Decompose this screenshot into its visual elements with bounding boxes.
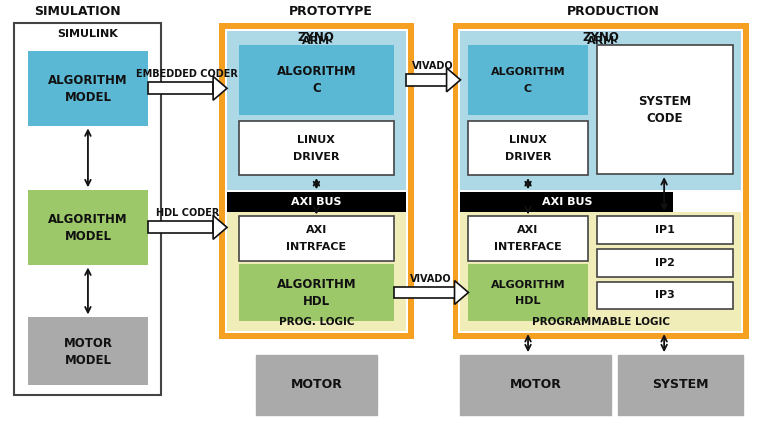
Text: ZYNQ: ZYNQ	[298, 31, 335, 44]
Text: INTERFACE: INTERFACE	[494, 242, 562, 252]
Bar	[225, 29, 408, 333]
Bar	[468, 120, 588, 175]
Text: DRIVER: DRIVER	[293, 152, 340, 162]
Bar	[468, 216, 588, 261]
Text: MOTOR: MOTOR	[63, 337, 112, 350]
Bar	[597, 249, 732, 276]
Bar	[227, 31, 406, 190]
Bar	[461, 355, 611, 415]
Bar	[461, 31, 741, 190]
Bar	[28, 51, 147, 126]
Bar	[28, 190, 147, 265]
Bar	[619, 355, 742, 415]
Text: AXI BUS: AXI BUS	[542, 197, 592, 207]
Text: LINUX: LINUX	[298, 135, 336, 145]
Text: ALGORITHM: ALGORITHM	[491, 279, 565, 290]
Bar	[239, 120, 394, 175]
Polygon shape	[213, 215, 227, 239]
Text: PROGRAMMABLE LOGIC: PROGRAMMABLE LOGIC	[532, 317, 670, 327]
Bar	[28, 317, 147, 385]
Bar	[227, 192, 406, 212]
Text: MOTOR: MOTOR	[510, 378, 562, 391]
Text: PRODUCTION: PRODUCTION	[567, 5, 660, 18]
Text: HDL CODER: HDL CODER	[156, 209, 219, 218]
Text: MODEL: MODEL	[64, 354, 111, 366]
Bar	[227, 212, 406, 331]
Text: SYSTEM: SYSTEM	[652, 378, 709, 391]
Text: PROTOTYPE: PROTOTYPE	[288, 5, 372, 18]
Bar	[459, 29, 742, 333]
Bar	[597, 282, 732, 310]
Text: ALGORITHM: ALGORITHM	[48, 213, 127, 226]
Polygon shape	[213, 76, 227, 100]
Text: IP1: IP1	[655, 225, 674, 235]
Text: SIMULATION: SIMULATION	[34, 5, 121, 18]
Bar	[256, 355, 377, 415]
Text: PROG. LOGIC: PROG. LOGIC	[278, 317, 354, 327]
Text: EMBEDDED CODER: EMBEDDED CODER	[137, 70, 238, 79]
Text: VIVADO: VIVADO	[410, 273, 452, 284]
Text: ARM: ARM	[587, 36, 615, 46]
Bar	[468, 264, 588, 321]
Text: LINUX: LINUX	[509, 135, 547, 145]
Bar	[14, 23, 162, 395]
Text: IP2: IP2	[655, 258, 674, 268]
Bar	[239, 216, 394, 261]
Bar	[461, 192, 673, 212]
Bar	[461, 212, 741, 331]
Text: MOTOR: MOTOR	[291, 378, 343, 391]
Bar	[452, 23, 749, 339]
Text: INTRFACE: INTRFACE	[286, 242, 346, 252]
Text: C: C	[312, 82, 320, 95]
Text: ALGORITHM: ALGORITHM	[277, 278, 356, 291]
Text: SYSTEM: SYSTEM	[638, 95, 691, 108]
Bar	[239, 45, 394, 114]
Text: HDL: HDL	[303, 295, 330, 308]
Text: MODEL: MODEL	[64, 91, 111, 104]
Text: AXI BUS: AXI BUS	[291, 197, 342, 207]
Text: ZYNQ: ZYNQ	[582, 31, 619, 44]
Bar	[239, 264, 394, 321]
Text: ALGORITHM: ALGORITHM	[491, 67, 565, 77]
Bar	[147, 82, 213, 94]
Text: ARM: ARM	[302, 36, 330, 46]
Bar	[468, 45, 588, 114]
Polygon shape	[446, 68, 461, 92]
Text: VIVADO: VIVADO	[412, 61, 454, 71]
Bar	[147, 221, 213, 233]
Polygon shape	[455, 281, 468, 304]
Bar	[597, 216, 732, 244]
Text: ALGORITHM: ALGORITHM	[48, 74, 127, 87]
Text: CODE: CODE	[646, 112, 683, 125]
Text: MODEL: MODEL	[64, 230, 111, 243]
Text: ALGORITHM: ALGORITHM	[277, 65, 356, 78]
Text: IP3: IP3	[655, 290, 674, 301]
Bar	[394, 287, 455, 298]
Text: AXI: AXI	[306, 226, 327, 235]
Text: AXI: AXI	[517, 226, 539, 235]
Bar	[219, 23, 414, 339]
Text: C: C	[524, 84, 532, 94]
Text: DRIVER: DRIVER	[505, 152, 552, 162]
Bar	[597, 45, 732, 174]
Text: SIMULINK: SIMULINK	[57, 29, 118, 39]
Text: HDL: HDL	[515, 296, 541, 307]
Bar	[406, 74, 446, 86]
